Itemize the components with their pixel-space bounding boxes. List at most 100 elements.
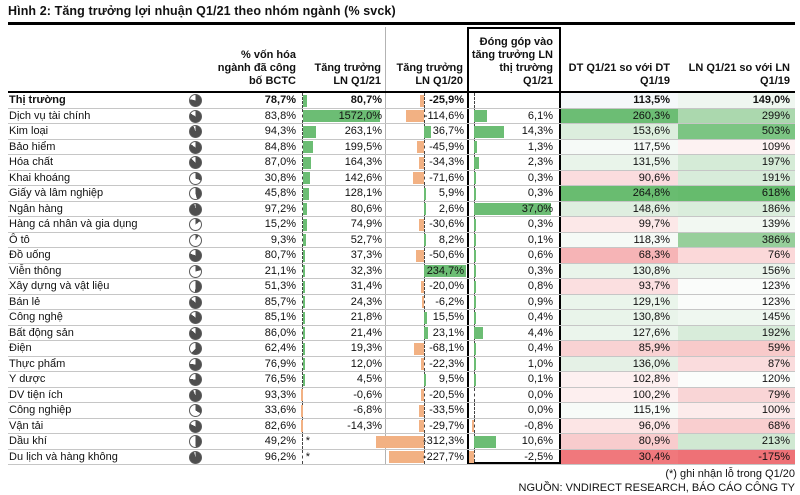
growth-q121-cell: 52,7% (302, 232, 385, 247)
growth-q121-cell (302, 434, 385, 449)
dt-vs-q119-cell: 130,8% (561, 310, 678, 325)
contribution-value: 4,4% (527, 326, 553, 339)
contribution-value: 0,8% (527, 280, 553, 292)
growth-q121-value: -0,6% (353, 388, 382, 401)
growth-q121-cell: 74,9% (302, 217, 385, 232)
growth-q121-value: 263,1% (344, 125, 382, 137)
contribution-value: 1,3% (527, 140, 553, 153)
table-row: Du lịch và hàng không 96,2% * -227,7% -2,… (8, 449, 795, 465)
industry-label: Khai khoáng (9, 171, 71, 184)
dt-vs-q119-cell: 102,8% (561, 372, 678, 387)
contribution-value: 0,3% (527, 264, 553, 277)
zero-axis-line (424, 93, 425, 108)
industry-label: Giấy và lâm nghiệp (9, 187, 104, 199)
harvey-ball-icon (189, 156, 202, 169)
growth-q121-cell: 164,3% (302, 155, 385, 170)
contribution-bar (474, 110, 487, 122)
contribution-bar (474, 358, 477, 370)
dt-vs-q119-cell: 68,3% (561, 248, 678, 263)
contribution-cell: 4,4% (467, 325, 561, 340)
icon-cell (182, 248, 208, 263)
contribution-bar (474, 125, 504, 138)
table-row: Khai khoáng 30,8% 142,6% -71,6% 0,3% 90,… (8, 170, 795, 186)
growth-q121-bar (303, 156, 312, 169)
growth-q121-cell: 263,1% (302, 124, 385, 139)
growth-q120-value: -71,6% (429, 171, 464, 184)
growth-q120-bar (420, 94, 424, 107)
growth-q120-value: -6,2% (435, 295, 464, 308)
dt-vs-q119-cell: 131,5% (561, 155, 678, 170)
growth-q120-value: 234,7% (426, 264, 464, 277)
contribution-cell: 0,1% (467, 232, 561, 247)
growth-q121-bar (303, 203, 307, 215)
zero-axis-line (474, 403, 475, 418)
growth-q121-bar (303, 327, 305, 339)
zero-axis-line (424, 279, 425, 294)
industry-cell: Thực phẩm (8, 357, 182, 372)
industry-label: DV tiện ích (9, 388, 63, 401)
industry-cell: Giấy và lâm nghiệp (8, 186, 182, 201)
harvey-ball-icon (189, 419, 202, 433)
growth-q121-bar (303, 358, 305, 370)
industry-label: Thị trường (9, 94, 66, 106)
contribution-cell: 0,1% (467, 372, 561, 387)
loss-note-asterisk: * (305, 435, 310, 447)
industry-label: Điện (9, 342, 32, 354)
growth-q121-value: 19,3% (350, 342, 382, 354)
industry-cell: Đồ uống (8, 248, 182, 263)
growth-q121-cell: 31,4% (302, 279, 385, 294)
zero-axis-line (424, 217, 425, 232)
icon-cell (182, 388, 208, 403)
dt-vs-q119-cell: 80,9% (561, 434, 678, 449)
growth-q121-cell: 32,3% (302, 263, 385, 278)
icon-cell (182, 295, 208, 310)
dt-vs-q119-cell: 117,5% (561, 139, 678, 154)
harvey-ball-icon (189, 326, 202, 340)
industry-cell: Dịch vụ tài chính (8, 109, 182, 124)
ln-vs-q119-cell: 139% (678, 217, 795, 232)
industry-cell: Bán lẻ (8, 295, 182, 310)
growth-q121-cell: 12,0% (302, 356, 385, 371)
reported-cap-value: 94,3% (264, 125, 296, 137)
header-ln-vs-q119: LN Q1/21 so với LN Q1/19 (688, 62, 790, 87)
reported-cap-cell: 96,2% * (208, 450, 310, 465)
growth-q120-bar (422, 296, 424, 308)
growth-q120-value: 36,7% (432, 125, 464, 137)
zero-axis-line (424, 139, 425, 154)
growth-q121-bar (301, 420, 303, 432)
icon-cell (182, 310, 208, 325)
ln-vs-q119-cell: 87% (678, 356, 795, 371)
industry-label: Viễn thông (9, 264, 62, 277)
icon-cell (182, 186, 208, 201)
contribution-cell: 1,3% (467, 139, 561, 154)
contribution-cell: 2,3% (467, 155, 561, 170)
growth-q121-cell: 80,6% (302, 201, 385, 216)
industry-label: Bảo hiểm (9, 140, 56, 153)
industry-label: Xây dựng và vật liệu (9, 280, 110, 292)
dt-vs-q119-cell: 127,6% (561, 325, 678, 340)
contribution-value: 0,3% (527, 171, 553, 184)
industry-label: Bất động sản (9, 326, 74, 339)
reported-cap-cell: 83,8% (208, 109, 302, 124)
reported-cap-cell: 33,6% (208, 403, 302, 418)
reported-cap-value: 87,0% (264, 156, 296, 168)
growth-q121-value: 24,3% (350, 295, 382, 308)
growth-q121-value: 37,3% (350, 249, 382, 261)
ln-vs-q119-cell: 145% (678, 310, 795, 325)
dt-vs-q119-cell: 100,2% (561, 387, 678, 402)
industry-cell: Bất động sản (8, 326, 182, 341)
reported-cap-cell: 49,2% * (208, 434, 310, 449)
growth-q121-bar (303, 265, 305, 277)
growth-q120-cell: 36,7% (385, 124, 467, 139)
contribution-value: 0,4% (527, 342, 553, 354)
ln-vs-q119-cell: 68% (678, 418, 795, 433)
growth-q120-value: -22,3% (429, 357, 464, 370)
contribution-cell: -2,5% (467, 449, 561, 464)
industry-cell: Ô tô (8, 233, 182, 248)
ln-vs-q119-cell: 59% (678, 341, 795, 356)
growth-q120-cell: -29,7% (385, 418, 467, 433)
industry-label: Ngân hàng (9, 202, 63, 215)
growth-q121-bar (301, 389, 303, 401)
dt-vs-q119-cell: 30,4% (561, 449, 678, 464)
reported-cap-cell: 97,2% (208, 202, 302, 217)
